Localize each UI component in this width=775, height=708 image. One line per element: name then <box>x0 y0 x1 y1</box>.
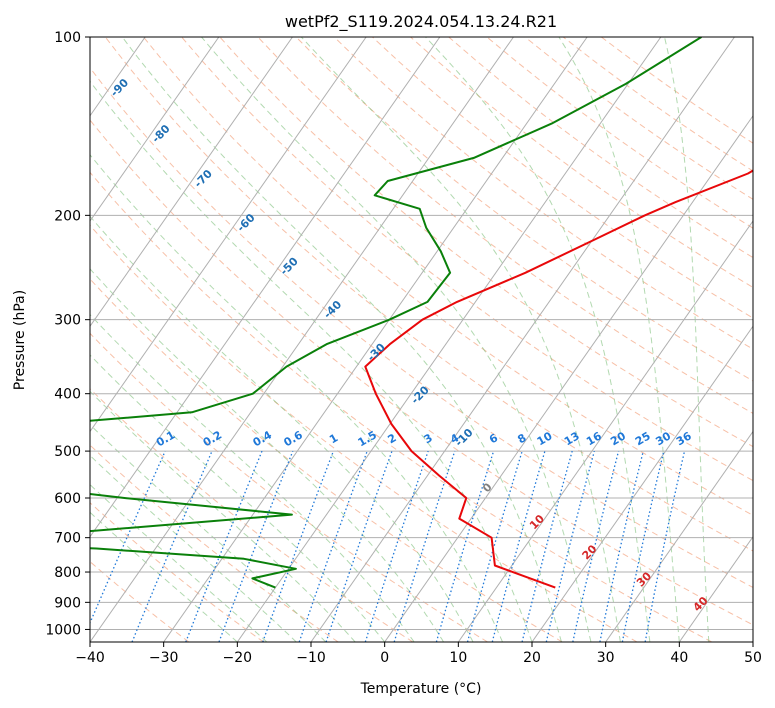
isotherm-line <box>90 37 367 433</box>
x-tick-label: 10 <box>449 650 467 666</box>
mixing-ratio-line <box>90 450 166 625</box>
y-tick-label: 400 <box>54 387 81 403</box>
isotherm-line <box>90 37 293 328</box>
y-tick-label: 100 <box>54 30 81 46</box>
x-tick-label: 40 <box>670 650 688 666</box>
dry-adiabat <box>90 502 264 642</box>
moist-adiabat <box>664 37 710 642</box>
moist-adiabat <box>300 37 621 642</box>
mixing-ratio-line <box>545 450 595 642</box>
x-axis: −40 −30 −20 −10 0 10 20 30 40 50 <box>75 642 762 666</box>
mixing-ratio-line <box>466 450 523 642</box>
moist-adiabat <box>558 37 680 642</box>
isotherm-line <box>90 37 220 222</box>
mixing-ratio-line <box>599 450 644 642</box>
x-tick-label: −30 <box>149 650 179 666</box>
y-tick-label: 200 <box>54 208 81 224</box>
moist-adiabat <box>90 154 503 642</box>
y-tick-label: 800 <box>54 565 81 581</box>
y-tick-label: 700 <box>54 531 81 547</box>
dry-adiabat <box>410 37 753 289</box>
y-axis-label: Pressure (hPa) <box>12 290 28 390</box>
isotherm-line <box>163 37 588 642</box>
isotherm-grid <box>90 37 753 642</box>
mixing-ratio-line <box>262 450 335 642</box>
mixing-ratio-line <box>218 450 294 642</box>
mixing-ratio-line <box>491 450 546 642</box>
y-tick-label: 900 <box>54 595 81 611</box>
temperature-profile-line <box>364 169 753 589</box>
dewpoint-profile-line <box>90 37 702 589</box>
mixing-ratio-line <box>521 450 573 642</box>
isotherm-line <box>457 220 753 642</box>
moist-adiabat <box>90 423 327 642</box>
moist-adiabat <box>90 483 268 642</box>
x-axis-label: Temperature (°C) <box>360 681 482 697</box>
chart-title: wetPf2_S119.2024.054.13.24.R21 <box>285 12 557 32</box>
mixing-ratio-line <box>131 450 213 642</box>
y-tick-label: 500 <box>54 444 81 460</box>
moist-adiabat <box>90 215 474 642</box>
mixing-ratio-line <box>325 450 393 642</box>
mixing-ratio-line <box>298 450 368 642</box>
moist-adiabats <box>90 37 710 642</box>
mixing-ratio-line <box>572 450 620 642</box>
dry-adiabat <box>90 278 563 642</box>
x-tick-label: −20 <box>223 650 253 666</box>
y-axis: 100 200 300 400 500 600 700 800 900 1000 <box>45 30 90 638</box>
moist-adiabat <box>201 37 592 642</box>
mixing-ratio-line <box>364 450 429 642</box>
x-tick-label: 50 <box>744 650 762 666</box>
moist-adiabat <box>425 37 651 642</box>
isotherm-line <box>310 37 735 642</box>
isotherm-line <box>384 114 753 642</box>
dry-adiabat <box>104 37 753 552</box>
dry-adiabat <box>143 37 753 516</box>
dry-adiabat <box>90 67 753 588</box>
moist-adiabat <box>121 37 562 642</box>
moist-adiabat <box>90 80 533 642</box>
plot-frame <box>89 36 754 643</box>
dry-adiabat <box>257 37 753 414</box>
moist-adiabat <box>90 511 238 642</box>
moist-adiabat <box>90 354 386 642</box>
dry-adiabat <box>90 224 638 642</box>
isotherm-line <box>531 325 753 642</box>
dry-adiabat <box>90 119 753 626</box>
dry-adiabat <box>90 171 712 642</box>
mixing-ratio-lines <box>90 450 686 642</box>
x-tick-label: −40 <box>75 650 105 666</box>
dry-adiabat <box>219 37 753 448</box>
mixing-ratio-line <box>393 450 456 642</box>
isotherm-line <box>605 430 753 642</box>
y-tick-label: 1000 <box>45 622 81 638</box>
mixing-ratio-line <box>185 450 263 642</box>
isotherm-line <box>90 37 514 642</box>
dry-adiabat <box>295 37 753 382</box>
x-tick-label: 0 <box>380 650 389 666</box>
moist-adiabat <box>90 454 297 642</box>
x-tick-label: 30 <box>597 650 615 666</box>
y-tick-label: 600 <box>54 491 81 507</box>
y-tick-label: 300 <box>54 313 81 329</box>
x-tick-label: 20 <box>523 650 541 666</box>
isotherm-line <box>678 535 753 642</box>
x-tick-label: −10 <box>296 650 326 666</box>
dry-adiabat <box>90 332 488 642</box>
plot-background <box>90 37 753 642</box>
moist-adiabat <box>90 390 356 642</box>
profile-series <box>90 37 753 589</box>
mixing-ratio-line <box>435 450 495 642</box>
isotherm-line <box>236 37 662 642</box>
moist-adiabat <box>90 268 445 642</box>
isotherm-line <box>90 37 441 538</box>
